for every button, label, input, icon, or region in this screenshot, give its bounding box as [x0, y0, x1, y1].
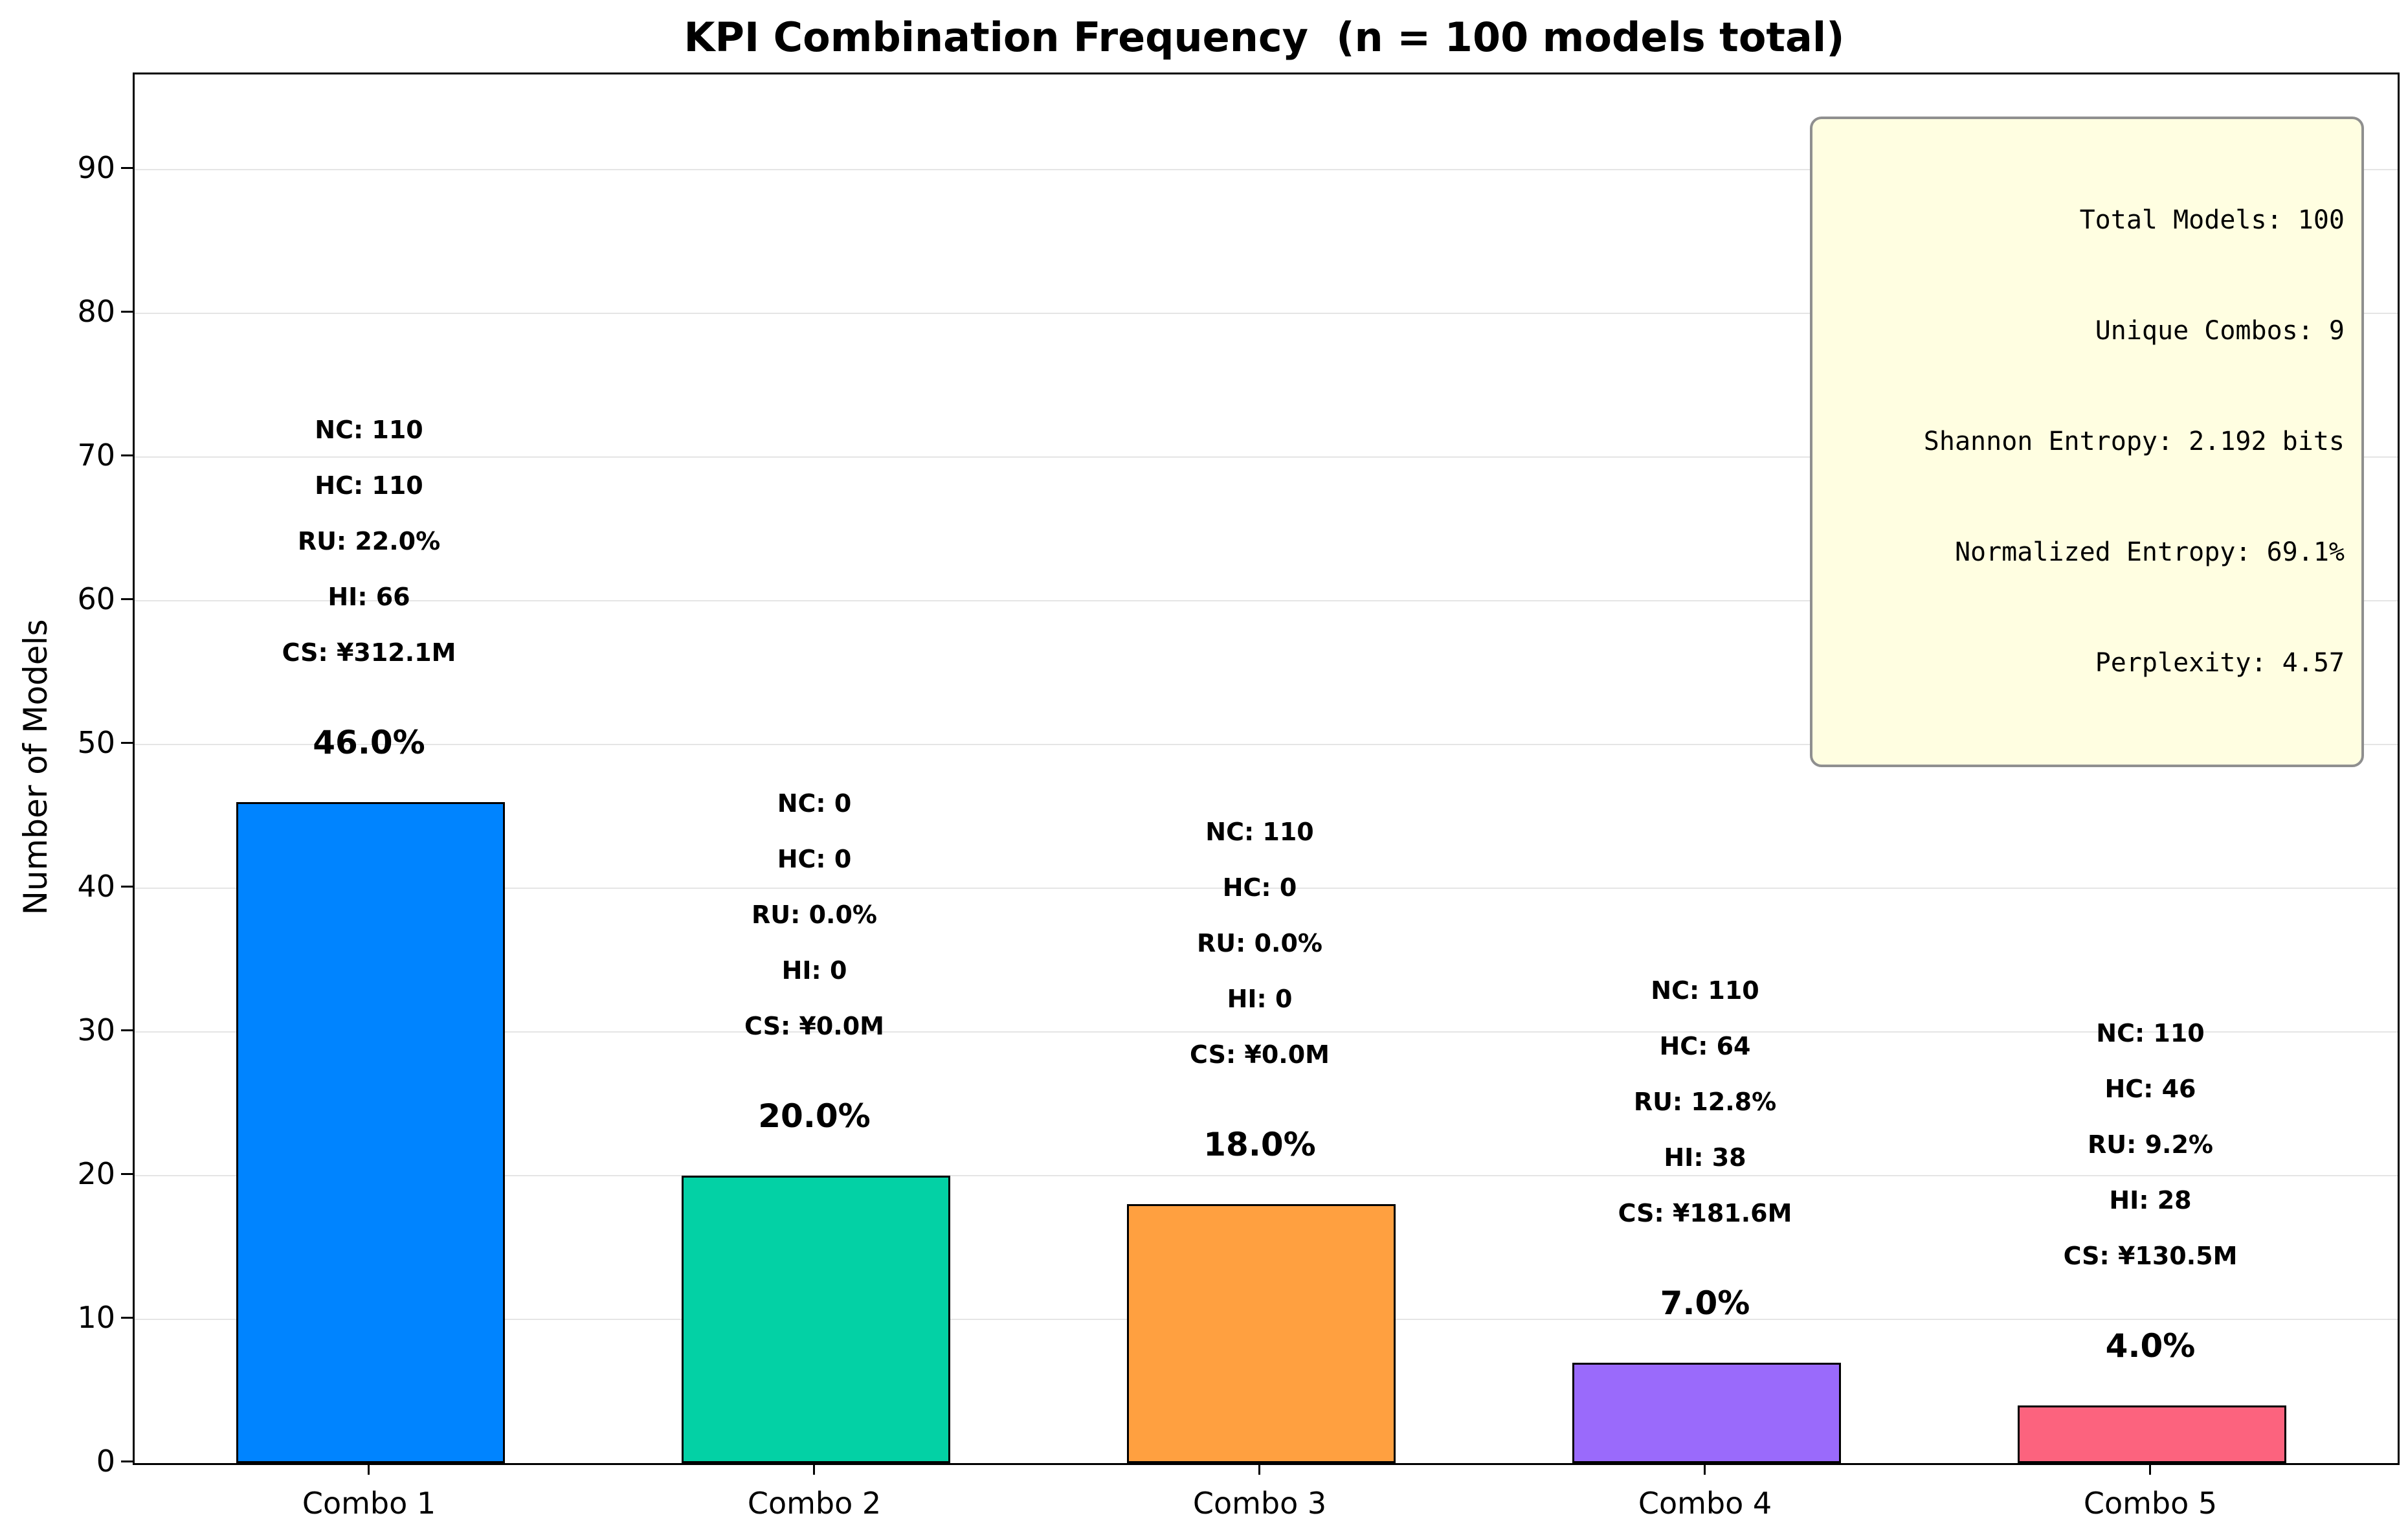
gridline-70 — [135, 456, 2398, 458]
percent-label-combo-5: 4.0% — [2105, 1327, 2196, 1365]
x-tick-mark — [813, 1463, 815, 1475]
annotation-line: NC: 0 — [777, 789, 852, 818]
chart-title: KPI Combination Frequency (n = 100 model… — [684, 14, 1845, 61]
stats-box: Total Models: 100 Unique Combos: 9 Shann… — [1810, 117, 2364, 767]
y-tick-mark — [121, 886, 133, 888]
x-tick-mark — [2149, 1463, 2151, 1475]
percent-label-combo-2: 20.0% — [758, 1097, 871, 1135]
y-tick-label-90: 90 — [77, 150, 115, 185]
x-tick-label-combo-3: Combo 3 — [1192, 1486, 1327, 1521]
annotation-line: RU: 0.0% — [752, 901, 877, 929]
annotation-line: HI: 66 — [328, 583, 410, 611]
gridline-50 — [135, 744, 2398, 745]
y-tick-mark — [121, 1317, 133, 1319]
x-tick-label-combo-4: Combo 4 — [1638, 1486, 1772, 1521]
x-tick-mark — [368, 1463, 370, 1475]
bar-combo-2 — [682, 1176, 950, 1463]
x-tick-mark — [1704, 1463, 1706, 1475]
percent-label-combo-4: 7.0% — [1660, 1284, 1750, 1322]
annotation-line: RU: 0.0% — [1197, 929, 1322, 957]
bar-combo-1 — [236, 802, 505, 1463]
annotation-line: HC: 0 — [777, 845, 852, 873]
gridline-40 — [135, 888, 2398, 889]
y-tick-label-60: 60 — [77, 581, 115, 616]
stats-unique-combos: Unique Combos: 9 — [2095, 316, 2345, 346]
x-tick-mark — [1258, 1463, 1260, 1475]
y-tick-label-40: 40 — [77, 869, 115, 904]
gridline-90 — [135, 169, 2398, 170]
y-tick-mark — [121, 742, 133, 744]
y-tick-label-80: 80 — [77, 294, 115, 329]
annotation-combo-3: NC: 110 HC: 0 RU: 0.0% HI: 0 CS: ¥0.0M — [1065, 804, 1454, 1082]
annotation-line: NC: 110 — [2096, 1019, 2205, 1047]
annotation-combo-2: NC: 0 HC: 0 RU: 0.0% HI: 0 CS: ¥0.0M — [620, 776, 1009, 1054]
annotation-line: NC: 110 — [315, 416, 423, 444]
annotation-line: RU: 22.0% — [297, 527, 441, 555]
stats-perplexity: Perplexity: 4.57 — [2095, 648, 2345, 678]
annotation-line: NC: 110 — [1205, 818, 1314, 846]
y-tick-mark — [121, 1173, 133, 1175]
y-tick-label-10: 10 — [77, 1300, 115, 1335]
y-tick-mark — [121, 454, 133, 456]
annotation-combo-1: NC: 110 HC: 110 RU: 22.0% HI: 66 CS: ¥31… — [175, 402, 563, 680]
annotation-line: CS: ¥181.6M — [1618, 1199, 1792, 1227]
bar-combo-3 — [1127, 1204, 1396, 1463]
annotation-line: HI: 38 — [1664, 1143, 1746, 1172]
y-tick-mark — [121, 1029, 133, 1031]
y-tick-mark — [121, 167, 133, 169]
annotation-line: HC: 110 — [315, 471, 423, 500]
stats-normalized-entropy: Normalized Entropy: 69.1% — [1954, 537, 2345, 567]
annotation-line: RU: 9.2% — [2088, 1130, 2213, 1159]
percent-label-combo-1: 46.0% — [313, 724, 425, 761]
y-tick-mark — [121, 311, 133, 313]
bar-combo-5 — [2018, 1405, 2286, 1463]
y-tick-mark — [121, 1460, 133, 1462]
x-tick-label-combo-2: Combo 2 — [747, 1486, 882, 1521]
annotation-line: HC: 46 — [2104, 1075, 2196, 1103]
gridline-20 — [135, 1175, 2398, 1176]
annotation-line: CS: ¥312.1M — [282, 638, 456, 667]
percent-label-combo-3: 18.0% — [1203, 1126, 1316, 1163]
x-tick-label-combo-5: Combo 5 — [2083, 1486, 2218, 1521]
x-tick-label-combo-1: Combo 1 — [302, 1486, 436, 1521]
annotation-line: CS: ¥130.5M — [2063, 1242, 2238, 1270]
y-tick-mark — [121, 598, 133, 600]
annotation-line: CS: ¥0.0M — [744, 1012, 884, 1040]
annotation-line: NC: 110 — [1651, 976, 1759, 1005]
annotation-combo-4: NC: 110 HC: 64 RU: 12.8% HI: 38 CS: ¥181… — [1511, 963, 1899, 1241]
annotation-combo-5: NC: 110 HC: 46 RU: 9.2% HI: 28 CS: ¥130.… — [1956, 1005, 2345, 1284]
y-tick-label-0: 0 — [96, 1444, 115, 1479]
annotation-line: HC: 0 — [1222, 873, 1297, 902]
gridline-30 — [135, 1031, 2398, 1033]
stats-total-models: Total Models: 100 — [2079, 205, 2345, 235]
annotation-line: CS: ¥0.0M — [1190, 1040, 1330, 1069]
gridline-60 — [135, 600, 2398, 601]
gridline-80 — [135, 313, 2398, 314]
stats-shannon-entropy: Shannon Entropy: 2.192 bits — [1923, 427, 2345, 456]
annotation-line: HC: 64 — [1659, 1032, 1751, 1060]
y-tick-label-30: 30 — [77, 1013, 115, 1047]
annotation-line: HI: 0 — [781, 956, 847, 985]
y-tick-label-50: 50 — [77, 725, 115, 760]
annotation-line: HI: 28 — [2109, 1186, 2192, 1214]
y-tick-label-20: 20 — [77, 1156, 115, 1191]
y-tick-label-70: 70 — [77, 438, 115, 473]
bar-combo-4 — [1572, 1363, 1841, 1463]
annotation-line: RU: 12.8% — [1633, 1088, 1777, 1116]
annotation-line: HI: 0 — [1227, 985, 1293, 1013]
